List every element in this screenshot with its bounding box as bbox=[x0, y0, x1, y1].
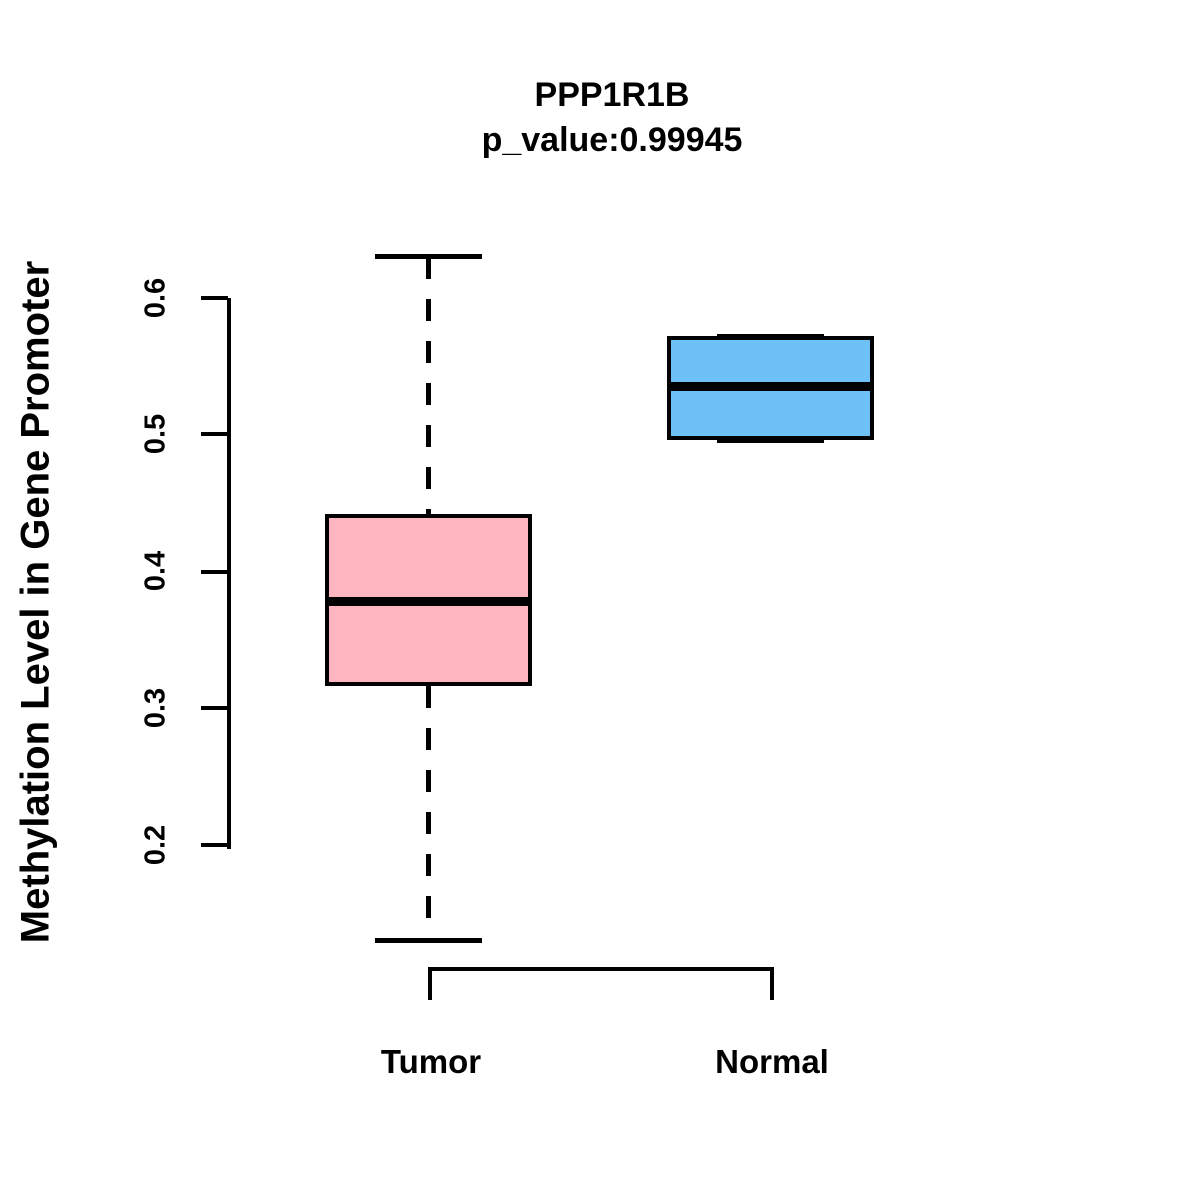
y-tick-label: 0.2 bbox=[139, 824, 172, 866]
x-category-label-normal: Normal bbox=[715, 1043, 829, 1080]
chart-subtitle-pvalue: p_value:0.99945 bbox=[481, 121, 743, 159]
y-tick-label: 0.3 bbox=[139, 687, 172, 729]
y-tick-mark bbox=[201, 570, 228, 574]
tumor-lower-whisker-cap bbox=[375, 938, 482, 944]
normal-median-line bbox=[667, 382, 874, 392]
normal-lower-whisker-cap bbox=[717, 437, 824, 443]
y-tick-label: 0.4 bbox=[139, 550, 172, 592]
y-tick-mark bbox=[201, 432, 228, 436]
tumor-median-line bbox=[325, 597, 532, 607]
y-axis-title: Methylation Level in Gene Promoter bbox=[13, 260, 58, 944]
x-category-label-tumor: Tumor bbox=[380, 1043, 482, 1080]
x-tick-mark bbox=[770, 967, 774, 1000]
x-tick-mark bbox=[428, 967, 432, 1000]
y-tick-mark bbox=[201, 706, 228, 710]
y-tick-mark bbox=[201, 296, 228, 300]
chart-title: PPP1R1B bbox=[534, 76, 690, 114]
tumor-lower-whisker bbox=[426, 686, 431, 941]
y-tick-label: 0.6 bbox=[139, 277, 172, 319]
y-tick-label: 0.5 bbox=[139, 413, 172, 455]
tumor-upper-whisker-cap bbox=[375, 254, 482, 260]
y-axis-line bbox=[227, 298, 231, 849]
tumor-upper-whisker bbox=[426, 256, 431, 515]
x-axis-line bbox=[428, 967, 774, 971]
y-tick-mark bbox=[201, 843, 228, 847]
